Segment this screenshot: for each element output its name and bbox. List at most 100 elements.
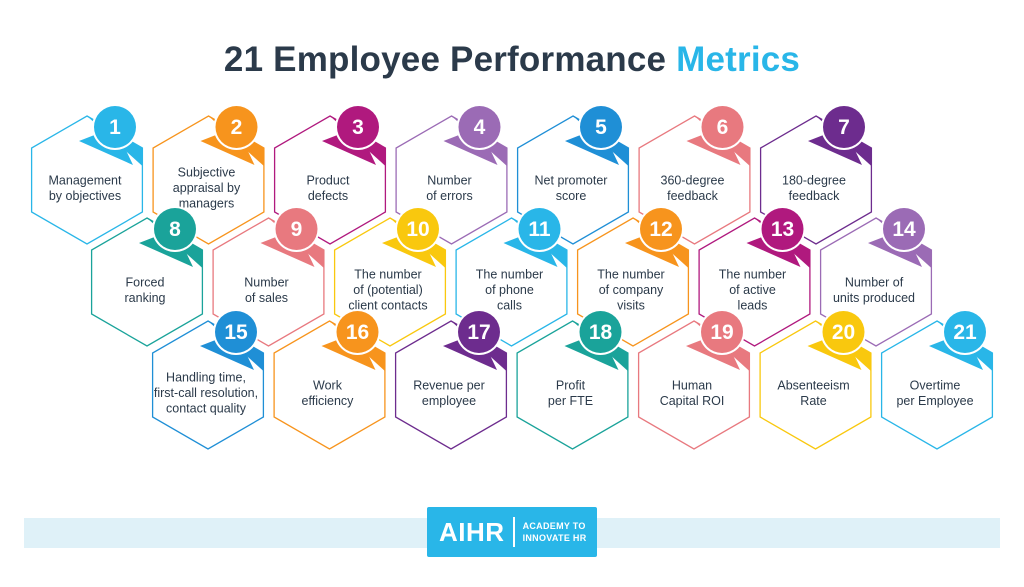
logo-tagline: ACADEMY TO INNOVATE HR [523,520,587,544]
metric-label-line: Product [306,173,350,187]
metric-label-line: The number [354,268,421,282]
metric-label: Number of errors [426,173,473,203]
metric-label-line: visits [617,299,645,313]
metric-number: 14 [892,218,916,241]
number-badge [822,311,865,353]
metric-label-line: Number of [845,275,904,289]
number-badge [883,208,925,250]
metric-hexagon-18: 18 Profit per FTE [516,309,629,450]
metric-label: Overtime per Employee [896,378,973,408]
number-badge [823,106,865,148]
metric-label-line: Forced [126,275,165,289]
metric-label-line: Rate [800,394,826,408]
metric-number: 10 [406,218,429,241]
metric-label: The number of company visits [597,268,664,313]
metric-label-line: first-call resolution, [154,386,258,400]
metric-number: 7 [838,116,850,139]
number-badge [579,311,622,353]
metric-label-line: Number [427,173,471,187]
metric-label-line: defects [308,189,348,203]
metric-label-line: by objectives [49,189,121,203]
metric-label: Revenue per employee [413,378,485,408]
metric-label-line: of company [599,283,664,297]
metric-label: Product defects [306,173,350,203]
metric-label-line: 180-degree [782,173,846,187]
metric-number: 21 [953,321,977,344]
metric-label-line: The number [476,268,543,282]
metric-label-line: contact quality [166,402,247,416]
metric-number: 15 [224,321,248,344]
metric-label-line: Capital ROI [660,394,725,408]
metric-label-line: 360-degree [661,173,725,187]
title-accent: Metrics [676,40,801,79]
metric-number: 8 [169,218,181,241]
metric-number: 9 [291,218,303,241]
metric-label: Profit per FTE [548,378,593,408]
metric-label-line: units produced [833,291,915,305]
metric-label-line: Human [672,378,712,392]
metric-number: 13 [771,218,794,241]
metric-label-line: per FTE [548,394,593,408]
metric-label: The number of active leads [719,268,786,313]
number-badge [215,106,258,148]
metric-label: Handling time, first-call resolution, cont… [154,371,258,416]
metric-number: 6 [717,116,729,139]
metric-label-line: Subjective [178,166,236,180]
number-badge [215,311,257,353]
metric-label-line: calls [497,299,522,313]
metric-label: 360-degree feedback [661,173,725,203]
metric-label-line: of active [729,283,776,297]
logo-tagline-line2: INNOVATE HR [522,533,587,543]
metric-label-line: Absenteeism [777,378,849,392]
metric-label-line: Profit [556,378,586,392]
metric-label-line: The number [719,268,786,282]
number-badge [154,208,196,250]
metric-number: 18 [589,321,613,344]
metric-label-line: feedback [789,189,840,203]
metric-label-line: of (potential) [353,283,422,297]
metric-label-line: client contacts [348,299,427,313]
metric-hexagon-17: 17 Revenue per employee [394,309,508,450]
metric-label-line: feedback [667,189,718,203]
number-badge [518,208,561,250]
metric-number: 1 [109,116,121,139]
metric-number: 17 [467,321,490,344]
metric-number: 2 [231,116,243,139]
number-badge [337,106,379,148]
metric-number: 11 [528,218,551,241]
logo-tagline-line1: ACADEMY TO [522,521,586,531]
metric-number: 3 [352,116,364,139]
metric-label: 180-degree feedback [782,173,846,203]
number-badge [397,208,439,250]
metric-hexagon-21: 21 Overtime per Employee [880,309,994,450]
metric-label-line: score [556,189,587,203]
metric-label-line: employee [422,394,476,408]
metric-label-line: efficiency [302,394,355,408]
metric-number: 16 [346,321,369,344]
metric-number: 20 [832,321,855,344]
metric-label: The number of phone calls [476,268,543,313]
title-main: 21 Employee Performance [223,40,677,79]
number-badge [580,106,622,148]
metric-hexagon-11: 11 The number of phone calls [455,206,568,347]
metric-label: Forced ranking [125,275,166,305]
metric-number: 5 [595,116,607,139]
metric-label-line: Revenue per [413,378,485,392]
metric-label-line: of errors [426,189,473,203]
metric-number: 19 [710,321,733,344]
metric-number: 4 [474,116,486,139]
number-badge [761,208,804,250]
number-badge [701,311,743,353]
number-badge [275,208,318,250]
metric-label-line: Overtime [910,378,961,392]
aihr-logo: AIHR ACADEMY TO INNOVATE HR [427,507,597,557]
metric-hexagon-10: 10 The number of (potential) client contact… [333,206,447,347]
logo-divider [512,517,515,547]
metric-label-line: The number [597,268,664,282]
metric-label: The number of (potential) client contacts [348,268,427,313]
metric-label: Human Capital ROI [660,378,725,408]
metric-label-line: ranking [125,291,166,305]
metric-hexagon-15: 15 Handling time, first-call resolution, co… [151,309,265,450]
metric-label: Number of units produced [833,275,915,305]
metric-label-line: managers [179,197,235,211]
